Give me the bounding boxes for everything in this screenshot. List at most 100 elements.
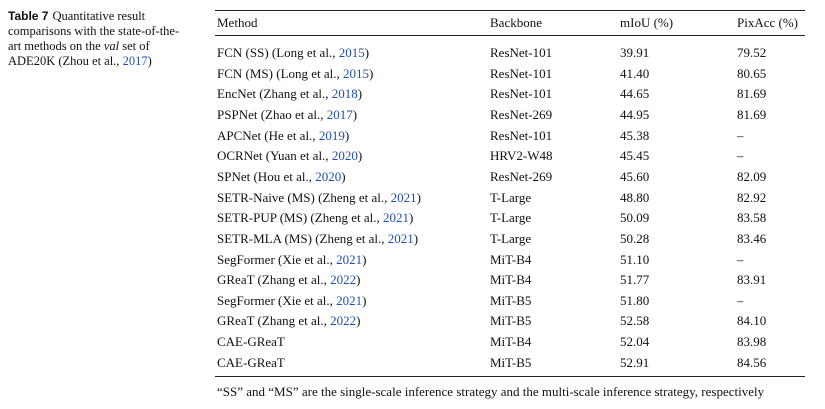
table-cell: 81.69 (737, 106, 767, 122)
method-text: GReaT (Zhang et al., (217, 272, 331, 288)
table-cell: 82.09 (737, 168, 767, 184)
table-cell: HRV2-W48 (490, 148, 553, 164)
table-cell: T-Large (490, 230, 532, 246)
citation-year: 2017 (326, 106, 353, 122)
column-header: Method (217, 15, 258, 30)
method-text: SegFormer (Xie et al., (217, 292, 337, 308)
table-cell: MiT-B4 (490, 334, 532, 350)
citation-year: 2018 (331, 86, 358, 102)
method-text: ) (357, 86, 363, 102)
table-cell: 41.40 (620, 65, 650, 81)
table-cell: ResNet-269 (490, 168, 553, 184)
table-cell: 52.91 (620, 354, 650, 370)
method-text: SPNet (Hou et al., (217, 168, 316, 184)
citation-year: 2022 (330, 313, 357, 329)
table-cell: T-Large (490, 189, 532, 205)
method-text: GReaT (Zhang et al., (217, 313, 331, 329)
table-cell: ResNet-101 (490, 127, 553, 143)
method-text: SETR-PUP (MS) (Zheng et al., (217, 210, 383, 226)
method-cell: FCN (SS) (Long et al., 2015) (217, 45, 369, 61)
table-cell: 48.80 (620, 189, 650, 205)
method-text: ) (344, 127, 350, 143)
method-text: EncNet (Zhang et al., (217, 86, 332, 102)
table-cell: 52.58 (620, 313, 650, 329)
method-text: ) (369, 65, 374, 81)
citation-year: 2015 (343, 65, 370, 81)
method-cell: CAE-GReaT (217, 355, 285, 371)
top-rule (215, 10, 805, 12)
table-cell: MiT-B4 (490, 272, 532, 288)
table-cell: 83.91 (737, 272, 767, 288)
citation-year: 2021 (382, 210, 409, 226)
table-cell: 45.38 (620, 127, 650, 143)
table-cell: 83.58 (737, 210, 767, 226)
caption-label: Table 7 (8, 9, 49, 23)
citation-year: 2015 (338, 45, 365, 60)
method-text: APCNet (He et al., (217, 127, 319, 143)
table-cell: 79.52 (737, 45, 767, 60)
table-cell: 82.92 (737, 189, 767, 205)
caption-text: 2017 (122, 54, 148, 68)
method-text: PSPNet (Zhao et al., (217, 106, 327, 122)
method-text: OCRNet (Yuan et al., (217, 148, 332, 164)
table-cell: ResNet-101 (490, 86, 553, 102)
method-text: SETR-Naive (MS) (Zheng et al., (217, 189, 391, 205)
table-cell: 50.09 (620, 210, 650, 226)
method-text: ) (341, 168, 346, 184)
method-text: FCN (MS) (Long et al., (217, 65, 344, 81)
table-cell: 51.77 (620, 272, 650, 288)
method-text: ) (408, 210, 414, 226)
method-cell: GReaT (Zhang et al., 2022) (217, 272, 360, 288)
method-text: ) (362, 292, 367, 308)
table-cell: MiT-B5 (490, 292, 532, 308)
table-cell: 45.60 (620, 168, 650, 184)
table-cell: MiT-B5 (490, 313, 532, 329)
method-cell: APCNet (He et al., 2019) (217, 128, 349, 144)
table-cell: 39.91 (620, 45, 650, 60)
caption-text: Quantitative result comparisons with the… (8, 9, 180, 53)
method-cell: OCRNet (Yuan et al., 2020) (217, 148, 362, 164)
table-cell: 50.28 (620, 230, 650, 246)
method-text: ) (413, 230, 419, 246)
method-text: ) (357, 148, 363, 164)
citation-year: 2020 (315, 168, 342, 184)
method-text: ) (362, 251, 367, 267)
table-caption: Table 7 Quantitative result comparisons w… (8, 9, 186, 69)
citation-year: 2021 (336, 292, 363, 308)
method-text: ) (364, 45, 370, 60)
method-text: FCN (SS) (Long et al., (217, 45, 339, 60)
table-cell: – (737, 148, 744, 164)
citation-year: 2020 (331, 148, 358, 164)
table-cell: – (737, 251, 744, 267)
method-text: ) (356, 272, 361, 288)
table-cell: MiT-B5 (490, 354, 532, 370)
header-rule (215, 35, 805, 36)
method-cell: GReaT (Zhang et al., 2022) (217, 313, 360, 329)
table-cell: – (737, 127, 744, 143)
table-cell: 83.98 (737, 334, 767, 350)
table-cell: 83.46 (737, 230, 767, 246)
method-cell: FCN (MS) (Long et al., 2015) (217, 66, 373, 82)
bottom-rule (215, 376, 805, 377)
method-cell: SPNet (Hou et al., 2020) (217, 169, 346, 185)
table-cell: 84.56 (737, 354, 767, 370)
table-cell: 51.80 (620, 292, 650, 308)
table-cell: ResNet-101 (490, 65, 553, 81)
method-cell: PSPNet (Zhao et al., 2017) (217, 107, 357, 123)
table-cell: 44.65 (620, 86, 650, 102)
method-cell: EncNet (Zhang et al., 2018) (217, 86, 362, 102)
column-header: Backbone (490, 15, 542, 30)
citation-year: 2022 (330, 272, 357, 288)
column-header: PixAcc (%) (737, 15, 799, 30)
column-header: mIoU (%) (620, 15, 674, 30)
method-text: SETR-MLA (MS) (Zheng et al., (217, 230, 388, 246)
method-cell: SETR-MLA (MS) (Zheng et al., 2021) (217, 231, 418, 247)
table-cell: MiT-B4 (490, 251, 532, 267)
table-cell: – (737, 292, 744, 308)
citation-year: 2019 (318, 127, 345, 143)
method-cell: SETR-PUP (MS) (Zheng et al., 2021) (217, 210, 413, 226)
method-text: ) (416, 189, 421, 205)
caption-text: ) (147, 54, 152, 68)
table-cell: 45.45 (620, 148, 650, 164)
method-text: ) (352, 106, 358, 122)
